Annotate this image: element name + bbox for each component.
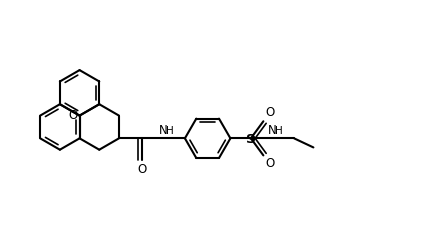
Text: O: O: [137, 163, 146, 176]
Text: N: N: [159, 124, 168, 137]
Text: O: O: [265, 157, 275, 170]
Text: H: H: [166, 126, 174, 136]
Text: O: O: [265, 106, 275, 119]
Text: H: H: [275, 126, 282, 136]
Text: O: O: [68, 109, 78, 122]
Text: N: N: [268, 124, 277, 137]
Text: S: S: [246, 133, 256, 146]
